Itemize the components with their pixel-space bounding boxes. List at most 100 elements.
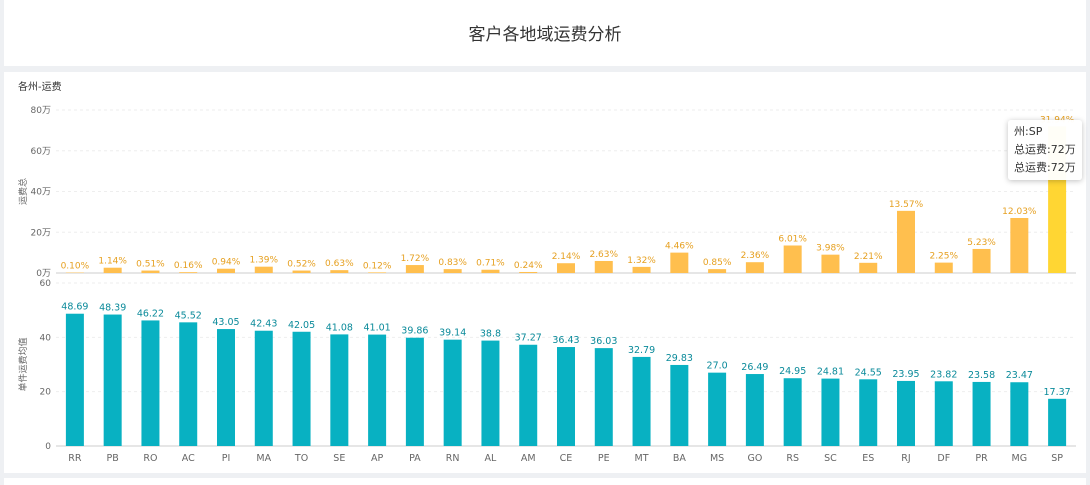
tooltip-line-1: 总运费:72万 <box>1014 143 1076 156</box>
bottom-bar <box>1048 398 1067 446</box>
top-bar-label: 2.63% <box>589 250 618 260</box>
bottom-bar <box>897 380 915 446</box>
bottom-bar <box>443 339 462 446</box>
top-bar-label: 5.23% <box>967 238 996 248</box>
bottom-bar-label: 46.22 <box>137 308 164 319</box>
bottom-bar <box>519 344 538 446</box>
x-category-label: MA <box>256 453 271 464</box>
bottom-bar-label: 41.01 <box>364 323 391 334</box>
bottom-bar-label: 23.82 <box>930 369 957 380</box>
top-bar <box>670 252 689 273</box>
bottom-bar <box>330 334 349 446</box>
top-bar-label: 1.32% <box>627 256 656 266</box>
bottom-bar-label: 36.03 <box>590 336 617 347</box>
bottom-bar-label: 39.86 <box>401 326 428 337</box>
x-category-label: DF <box>937 453 950 464</box>
x-category-label: AL <box>485 453 497 464</box>
x-category-label: BA <box>673 453 687 464</box>
top-bar <box>368 272 387 273</box>
bottom-bar-label: 24.95 <box>779 366 806 377</box>
bottom-bar <box>217 329 235 446</box>
top-bar-label: 1.72% <box>401 254 430 264</box>
bottom-bar <box>292 331 311 446</box>
bottom-bar-label: 32.79 <box>628 345 655 356</box>
bottom-bar-label: 36.43 <box>552 335 579 346</box>
top-bar <box>783 245 802 273</box>
x-category-label: PI <box>222 453 231 464</box>
bottom-bar <box>557 347 575 446</box>
bottom-bar-label: 39.14 <box>439 328 466 339</box>
top-bar <box>330 270 349 273</box>
x-category-label: MG <box>1012 453 1028 464</box>
x-category-label: ES <box>862 453 874 464</box>
bottom-bar-label: 29.83 <box>666 353 693 364</box>
top-bar <box>481 269 500 273</box>
top-bar <box>821 254 840 273</box>
x-category-label: RJ <box>901 453 910 464</box>
top-bar <box>708 269 727 273</box>
top-bar-label: 0.52% <box>287 260 316 270</box>
top-bar-label: 3.98% <box>816 244 845 254</box>
x-category-label: PE <box>598 453 610 464</box>
bottom-bar <box>708 372 727 446</box>
bottom-bar-label: 24.55 <box>855 367 882 378</box>
x-category-label: AC <box>182 453 195 464</box>
bottom-bar <box>368 334 387 446</box>
bottom-bar <box>859 379 878 446</box>
bottom-bar-label: 48.69 <box>61 302 88 313</box>
top-bar <box>557 263 575 273</box>
bottom-bar-label: 42.05 <box>288 320 315 331</box>
top-bar-label: 2.21% <box>854 252 883 262</box>
top-bar-label: 0.71% <box>476 259 505 269</box>
bottom-bar <box>745 374 764 446</box>
bottom-bar <box>594 348 613 446</box>
bottom-bar <box>934 381 953 446</box>
bottom-bar-label: 23.95 <box>892 369 919 380</box>
x-category-label: PB <box>107 453 119 464</box>
top-bar-label: 6.01% <box>778 234 807 244</box>
bottom-bar-label: 24.81 <box>817 367 844 378</box>
top-ytick-label: 40万 <box>31 188 51 198</box>
bottom-ytick-label: 40 <box>40 333 52 343</box>
top-bar <box>859 262 878 273</box>
bottom-ytick-label: 20 <box>40 388 52 398</box>
bottom-bar <box>141 320 160 446</box>
top-bar-label: 2.14% <box>552 252 581 262</box>
x-category-label: SE <box>333 453 345 464</box>
top-bar <box>897 210 915 273</box>
top-bar-label: 0.85% <box>703 258 732 268</box>
page-title: 客户各地域运费分析 <box>468 25 622 45</box>
bottom-bar <box>103 314 122 446</box>
x-category-label: RN <box>446 453 460 464</box>
bottom-ytick-label: 60 <box>40 279 52 289</box>
bottom-bar <box>670 364 689 446</box>
bottom-y-axis-title: 单件运费均值 <box>17 337 29 391</box>
top-ytick-label: 20万 <box>31 228 51 238</box>
top-bar-label: 0.51% <box>136 260 165 270</box>
bottom-bar <box>405 337 424 446</box>
x-category-label: AM <box>521 453 536 464</box>
bottom-bar <box>179 322 198 446</box>
top-bar <box>745 262 764 273</box>
top-bar <box>179 272 198 273</box>
x-category-label: PA <box>409 453 421 464</box>
top-bar <box>1010 217 1029 273</box>
bottom-bar <box>972 381 991 446</box>
bottom-bar-label: 48.39 <box>99 303 126 314</box>
bottom-bar-label: 27.0 <box>707 361 728 372</box>
bottom-bar <box>1010 382 1029 446</box>
x-category-label: AP <box>371 453 383 464</box>
top-ytick-label: 60万 <box>31 147 51 157</box>
bottom-bar-label: 42.43 <box>250 319 277 330</box>
tooltip-state: 州:SP <box>1014 125 1043 138</box>
chart-tooltip: 州:SP 总运费:72万 总运费:72万 <box>1008 120 1082 180</box>
x-category-label: MT <box>635 453 649 464</box>
bottom-strip <box>4 478 1086 485</box>
x-category-label: PR <box>975 453 988 464</box>
bottom-bar-label: 26.49 <box>741 362 768 373</box>
top-bar-label: 2.25% <box>929 252 958 262</box>
bottom-bar-label: 38.8 <box>480 329 501 340</box>
x-category-label: RR <box>68 453 82 464</box>
top-bar <box>594 260 613 273</box>
top-bar-label: 12.03% <box>1002 207 1037 217</box>
